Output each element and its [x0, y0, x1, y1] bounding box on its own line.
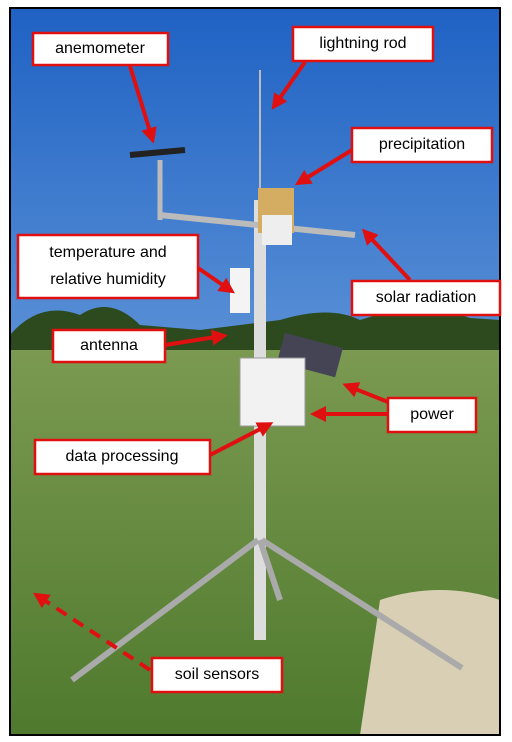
label-box [33, 438, 212, 476]
label-box [150, 656, 284, 694]
label: precipitation [379, 136, 465, 153]
label-box [51, 328, 167, 364]
label: data processing [66, 448, 179, 465]
label: antenna [80, 337, 138, 354]
labels: anemometer lightning rod precipitation t… [16, 25, 502, 694]
arrows [32, 60, 412, 672]
label-box [16, 233, 200, 300]
label: lightning rod [319, 35, 406, 52]
label: power [410, 406, 454, 423]
label-box [386, 396, 478, 434]
label: solar radiation [376, 289, 477, 306]
label: relative humidity [50, 271, 166, 288]
label: soil sensors [175, 666, 259, 683]
photo [9, 7, 501, 736]
label-box [350, 279, 502, 317]
label: temperature and [49, 244, 166, 261]
label-box [350, 126, 494, 164]
label: anemometer [55, 40, 145, 57]
label-box [291, 25, 435, 63]
label-box [31, 31, 170, 67]
